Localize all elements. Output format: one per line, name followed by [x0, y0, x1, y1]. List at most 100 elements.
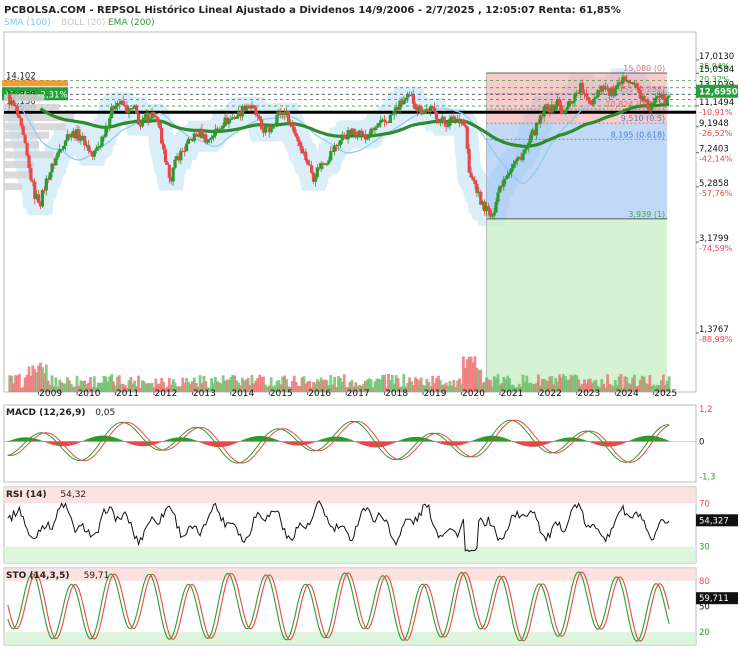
volume-bar — [173, 382, 177, 392]
candle-body — [17, 115, 21, 119]
volume-bar — [481, 383, 485, 392]
candle-body — [108, 118, 112, 127]
candle-body — [210, 137, 214, 140]
volume-bar — [10, 375, 14, 392]
candle-body — [308, 164, 312, 166]
volume-bar — [504, 379, 508, 392]
macd-histogram-bar — [33, 438, 37, 442]
macd-histogram-bar — [127, 441, 131, 444]
macd-histogram-bar — [502, 437, 506, 442]
macd-histogram-bar — [575, 438, 579, 442]
volume-bar — [435, 378, 438, 392]
volume-bar — [656, 384, 659, 392]
macd-histogram-bar — [412, 437, 415, 442]
candle-body — [198, 128, 202, 137]
macd-histogram-bar — [281, 441, 285, 443]
volume-bar — [419, 377, 423, 392]
volume-bar — [319, 377, 323, 392]
volume-bar — [400, 386, 404, 392]
candle-body — [402, 100, 406, 105]
volume-bar — [85, 384, 89, 392]
volume-bar — [77, 385, 81, 392]
macd-histogram-bar — [608, 441, 611, 447]
macd-histogram-bar — [527, 441, 531, 447]
volume-bar — [181, 377, 185, 392]
indicator-axis-label: 30 — [699, 543, 710, 553]
candle-body — [309, 165, 314, 173]
candle-body — [409, 94, 414, 96]
candle-body — [217, 128, 221, 130]
macd-histogram-bar — [158, 441, 162, 443]
candle-body — [469, 172, 473, 178]
candle-body — [507, 172, 512, 175]
candle-body — [329, 151, 333, 161]
candle-body — [657, 96, 662, 98]
macd-histogram-bar — [64, 441, 67, 447]
candle-body — [240, 106, 244, 117]
volume-bar — [379, 379, 383, 392]
macd-histogram-bar — [204, 441, 208, 445]
macd-histogram-bar — [594, 441, 598, 445]
candle-body — [225, 117, 229, 124]
macd-histogram-bar — [469, 441, 473, 442]
candle-body — [94, 148, 98, 151]
volume-bar — [283, 375, 287, 392]
candle-body — [642, 95, 646, 102]
volume-bar — [369, 379, 373, 392]
volume-bar — [648, 375, 652, 392]
candle-body — [605, 87, 610, 89]
volume-bar — [558, 374, 561, 392]
candle-body — [577, 92, 581, 94]
volume-bar — [27, 366, 31, 392]
volume-bar — [265, 386, 269, 392]
candle-body — [125, 105, 129, 113]
macd-histogram-bar — [646, 435, 650, 442]
volume-bar — [381, 375, 385, 392]
volume-bar — [152, 387, 156, 392]
volume-bar — [500, 383, 504, 392]
volume-bar — [487, 379, 490, 392]
volume-bar — [96, 382, 100, 392]
volume-bar — [452, 380, 456, 392]
macd-histogram-bar — [233, 441, 237, 444]
macd-histogram-bar — [431, 440, 435, 442]
macd-histogram-bar — [475, 439, 479, 442]
volume-bar — [16, 375, 19, 392]
candle-body — [246, 105, 250, 107]
candle-body — [404, 97, 408, 101]
macd-histogram-bar — [69, 441, 73, 446]
candle-body — [98, 146, 102, 148]
candle-body — [527, 142, 531, 148]
macd-histogram-bar — [600, 441, 604, 446]
candle-body — [523, 149, 527, 154]
macd-histogram-bar — [650, 435, 654, 442]
volume-bar — [164, 387, 167, 392]
y-tick-price: 3,1799 — [699, 234, 729, 244]
macd-histogram-bar — [19, 437, 23, 442]
volume-bar — [463, 367, 467, 392]
candle-body — [54, 157, 58, 166]
volume-bar — [227, 379, 231, 392]
volume-bar — [160, 378, 164, 392]
x-tick-label: 2018 — [385, 389, 408, 399]
volume-bar — [62, 383, 65, 392]
candle-body — [296, 136, 300, 142]
macd-histogram-bar — [586, 441, 590, 442]
candle-body — [327, 160, 331, 164]
volume-bar — [204, 381, 208, 392]
volume-bar — [198, 375, 202, 392]
macd-histogram-bar — [627, 441, 631, 442]
candle-body — [115, 103, 120, 106]
candle-body — [298, 141, 302, 146]
volume-bar — [636, 385, 640, 392]
volume-bar — [202, 375, 206, 392]
candle-body — [615, 84, 619, 90]
indicator-frame — [3, 404, 697, 483]
candle-body — [363, 134, 367, 140]
candle-body — [58, 148, 62, 153]
macd-histogram-bar — [479, 437, 483, 442]
candle-body — [534, 122, 539, 136]
candle-body — [600, 85, 604, 92]
volume-bar — [42, 373, 46, 392]
volume-bar — [98, 382, 102, 392]
